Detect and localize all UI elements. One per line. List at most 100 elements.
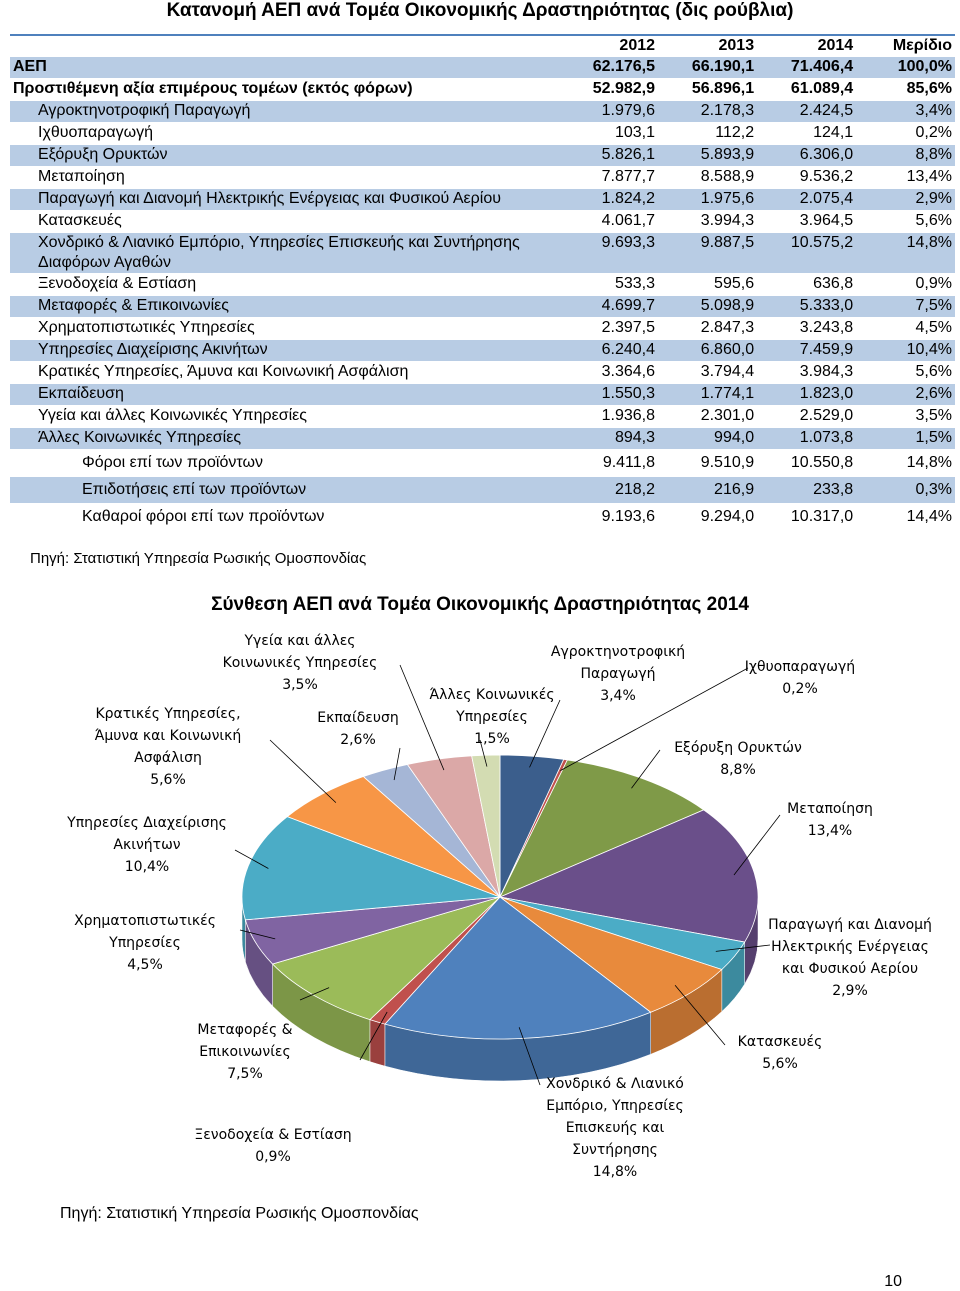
cell-value: 5.333,0 — [799, 297, 854, 314]
row-label: Εξόρυξη Ορυκτών — [38, 146, 168, 163]
cell-value: 112,2 — [715, 124, 755, 141]
cell-value: 52.982,9 — [592, 80, 656, 97]
source: Πηγή: Στατιστική Υπηρεσία Ρωσικής Ομοσπο… — [30, 550, 367, 567]
cell-value: 14,8% — [906, 454, 952, 471]
cell-value: 10.575,2 — [790, 234, 854, 251]
slice-value: 10,4% — [124, 859, 170, 875]
cell-value: 3.964,5 — [799, 212, 854, 229]
leader-line — [518, 1027, 541, 1086]
slice-label: Εξόρυξη Ορυκτών 8,8% — [653, 737, 823, 781]
cell-value: 533,3 — [614, 275, 656, 292]
table-row: Μεταποίηση 7.877,7 8.588,9 9.536,2 13,4% — [10, 167, 955, 189]
leader-line — [239, 929, 276, 940]
cell-value: 1.550,3 — [601, 385, 656, 402]
cell-value: 2.178,3 — [700, 102, 755, 119]
slice-label: Χονδρικό & Λιανικό Εμπόριο, Υπηρεσίες Επ… — [530, 1073, 700, 1183]
slice-name: Κρατικές Υπηρεσίες, Άμυνα και Κοινωνική … — [94, 706, 242, 766]
cell-value: 9.294,0 — [700, 508, 755, 525]
cell-value: 9.536,2 — [799, 168, 854, 185]
row-label: Υγεία και άλλες Κοινωνικές Υπηρεσίες — [38, 407, 307, 424]
slice-value: 7,5% — [227, 1066, 263, 1082]
cell-value: 66.190,1 — [691, 58, 755, 75]
page-title: Κατανομή ΑΕΠ ανά Τομέα Οικονομικής Δραστ… — [166, 0, 794, 21]
cell-value: 2,6% — [915, 385, 952, 402]
cell-value: 2.529,0 — [799, 407, 854, 424]
slice-value: 0,2% — [782, 681, 818, 697]
row-label: Φόροι επί των προϊόντων — [82, 454, 263, 471]
column-header: 2013 — [718, 37, 755, 54]
slice-value: 2,6% — [340, 732, 376, 748]
cell-value: 894,3 — [614, 429, 656, 446]
leader-line — [359, 1011, 388, 1061]
cell-value: 13,4% — [906, 168, 952, 185]
cell-value: 5,6% — [915, 212, 952, 229]
table-row: Φόροι επί των προϊόντων 9.411,8 9.510,9 10.… — [10, 450, 955, 477]
cell-value: 3.984,3 — [799, 363, 854, 380]
cell-value: 10.317,0 — [790, 508, 854, 525]
leader-line — [631, 749, 661, 789]
slice-label: Υπηρεσίες Διαχείρισης Ακινήτων 10,4% — [57, 812, 237, 878]
row-label: Αγροκτηνοτροφική Παραγωγή — [38, 102, 251, 119]
cell-value: 3.243,8 — [799, 319, 854, 336]
leader-line — [529, 699, 561, 768]
slice-name: Εκπαίδευση — [317, 710, 399, 726]
row-label: Άλλες Κοινωνικές Υπηρεσίες — [38, 429, 242, 446]
slice-value: 13,4% — [807, 823, 853, 839]
cell-value: 1.824,2 — [601, 190, 656, 207]
row-label: Χονδρικό & Λιανικό Εμπόριο, Υπηρεσίες Επ… — [38, 234, 520, 271]
leader-line — [674, 984, 726, 1046]
row-label: Επιδοτήσεις επί των προϊόντων — [82, 481, 307, 498]
slice-label: Κατασκευές 5,6% — [715, 1031, 845, 1075]
leader-line — [399, 664, 445, 771]
cell-value: 9.510,9 — [700, 454, 755, 471]
row-label: Ξενοδοχεία & Εστίαση — [38, 275, 197, 292]
chart-title: Σύνθεση ΑΕΠ ανά Τομέα Οικονομικής Δραστη… — [211, 594, 749, 615]
slice-value: 3,4% — [600, 688, 636, 704]
cell-value: 5.098,9 — [700, 297, 755, 314]
cell-value: 9.193,6 — [601, 508, 656, 525]
slice-value: 8,8% — [720, 762, 756, 778]
cell-value: 3,4% — [915, 102, 952, 119]
cell-value: 8,8% — [915, 146, 952, 163]
cell-value: 9.887,5 — [700, 234, 755, 251]
header-row: 2012 2013 2014 Μερίδιο — [10, 35, 955, 57]
cell-value: 1.073,8 — [799, 429, 854, 446]
cell-value: 4.699,7 — [601, 297, 656, 314]
table-row: Εξόρυξη Ορυκτών 5.826,1 5.893,9 6.306,0 8,8% — [10, 144, 955, 167]
cell-value: 2.424,5 — [799, 102, 854, 119]
table-row: ΑΕΠ 62.176,5 66.190,1 71.406,4 100,0% — [10, 57, 955, 79]
leader-line — [479, 739, 488, 767]
table-row: Εκπαίδευση 1.550,3 1.774,1 1.823,0 2,6% — [10, 383, 955, 406]
table-row: Μεταφορές & Επικοινωνίες 4.699,7 5.098,9 5.… — [10, 295, 955, 318]
cell-value: 1.823,0 — [799, 385, 854, 402]
slice-label: Κρατικές Υπηρεσίες, Άμυνα και Κοινωνική … — [78, 703, 258, 791]
table-row: Χονδρικό & Λιανικό Εμπόριο, Υπηρεσίες Επ… — [10, 232, 955, 274]
table-row: Αγροκτηνοτροφική Παραγωγή 1.979,6 2.178,3 2… — [10, 100, 955, 123]
leader-line — [715, 944, 771, 952]
row-label: Υπηρεσίες Διαχείρισης Ακινήτων — [38, 341, 268, 358]
cell-value: 14,4% — [906, 508, 952, 525]
table-row: Χρηματοπιστωτικές Υπηρεσίες 2.397,5 2.847,… — [10, 318, 955, 340]
cell-value: 5.893,9 — [700, 146, 755, 163]
gdp-table: 2012 2013 2014 Μερίδιο ΑΕΠ 62.176,5 66.190,1 7… — [10, 34, 955, 531]
cell-value: 595,6 — [714, 275, 755, 292]
cell-value: 2.847,3 — [700, 319, 755, 336]
table-row: Κατασκευές 4.061,7 3.994,3 3.964,5 5,6% — [10, 211, 955, 233]
slice-name: Υπηρεσίες Διαχείρισης Ακινήτων — [67, 815, 227, 853]
slice-value: 5,6% — [150, 772, 186, 788]
cell-value: 218,2 — [614, 481, 656, 498]
table-row: Καθαροί φόροι επί των προϊόντων 9.193,6 9.… — [10, 504, 955, 531]
cell-value: 216,9 — [714, 481, 755, 498]
leader-line — [234, 849, 269, 869]
slice — [471, 754, 501, 898]
table-row: Παραγωγή και Διανομή Ηλεκτρικής Ενέργεια… — [10, 188, 955, 211]
row-label: Ιχθυοπαραγωγή — [38, 124, 153, 141]
cell-value: 0,2% — [915, 124, 952, 141]
cell-value: 14,8% — [906, 234, 952, 251]
cell-value: 61.089,4 — [790, 80, 854, 97]
row-label: Παραγωγή και Διανομή Ηλεκτρικής Ενέργεια… — [38, 190, 501, 207]
slice-label: Αγροκτηνοτροφική Παραγωγή 3,4% — [543, 641, 693, 707]
cell-value: 10.550,8 — [790, 454, 854, 471]
cell-value: 994,0 — [714, 429, 755, 446]
